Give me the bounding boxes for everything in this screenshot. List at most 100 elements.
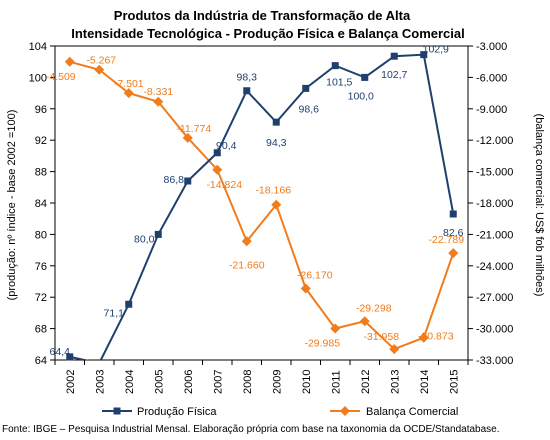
- x-tick-label: 2009: [271, 370, 283, 394]
- x-tick-label: 2006: [183, 370, 195, 394]
- point-balanca: [153, 96, 164, 107]
- data-label-balanca: -30.873: [418, 331, 454, 343]
- y-left-tick-label: 104: [29, 41, 47, 53]
- x-tick-label: 2014: [419, 370, 431, 394]
- data-label-balanca: -18.166: [255, 185, 291, 197]
- y-right-tick-label: -27.000: [476, 292, 513, 304]
- y-right-tick-label: -9.000: [476, 104, 507, 116]
- point-producao: [390, 52, 398, 60]
- legend-label-balanca: Balança Comercial: [366, 406, 458, 418]
- y-left-tick-label: 80: [35, 229, 47, 241]
- y-right-tick-label: -30.000: [476, 324, 513, 336]
- y-right-tick-label: -15.000: [476, 167, 513, 179]
- data-label-balanca: -4.509: [46, 71, 76, 83]
- data-label-balanca: -14.824: [206, 179, 242, 191]
- point-balanca: [448, 248, 459, 259]
- point-balanca: [94, 64, 105, 75]
- point-producao: [213, 149, 221, 157]
- point-producao: [331, 62, 339, 70]
- data-label-producao: 98,3: [237, 72, 258, 84]
- x-tick-label: 2003: [94, 370, 106, 394]
- data-label-producao: 90,4: [216, 140, 237, 152]
- x-axis: 2002 2003 2004 2005 2006 2007 2008 2009 2010 2011…: [54, 360, 469, 394]
- series-line-producao: [69, 53, 455, 360]
- chart-title: Produtos da Indústria de Transformação d…: [114, 8, 411, 23]
- legend-marker-producao: [113, 407, 121, 415]
- y-left-tick-label: 92: [35, 135, 47, 147]
- x-tick-label: 2015: [448, 370, 460, 394]
- y-left-tick-label: 64: [35, 355, 47, 367]
- data-label-producao: 100,0: [348, 90, 374, 102]
- right-axis: -33.000 -30.000 -27.000 -24.000 -21.000 -18.0…: [468, 41, 513, 367]
- point-balanca: [300, 283, 311, 294]
- data-label-producao: 82,6: [443, 227, 464, 239]
- data-label-balanca: -26.170: [297, 270, 333, 282]
- data-label-producao: 102,7: [381, 69, 407, 81]
- y-right-tick-label: -24.000: [476, 261, 513, 273]
- x-tick-label: 2008: [242, 370, 254, 394]
- data-label-balanca: -11.774: [176, 123, 211, 135]
- y-right-tick-label: -3.000: [476, 41, 507, 53]
- point-balanca: [418, 332, 429, 343]
- y-right-axis-label: (balança comercial: US$ fob milhões): [533, 114, 545, 297]
- source-note: Fonte: IBGE – Pesquisa Industrial Mensal…: [2, 424, 500, 435]
- point-balanca: [271, 199, 282, 210]
- data-label-producao: 98,6: [299, 103, 320, 115]
- data-label-producao: 64,4: [50, 346, 71, 358]
- y-left-axis-label: (produção: nº índice - base 2002 =100): [6, 110, 18, 301]
- y-left-tick-label: 72: [35, 292, 47, 304]
- data-label-balanca: -29.985: [304, 337, 340, 349]
- point-balanca: [389, 344, 400, 355]
- y-right-tick-label: -33.000: [476, 355, 513, 367]
- point-producao: [449, 210, 457, 218]
- series-layer: [64, 51, 459, 361]
- y-left-tick-label: 100: [29, 72, 47, 84]
- point-balanca: [330, 323, 341, 334]
- data-label-balanca: -8.331: [143, 86, 173, 98]
- point-producao: [184, 177, 192, 185]
- data-label-balanca: -31.958: [363, 331, 399, 343]
- data-label-producao: 94,3: [266, 137, 287, 149]
- point-producao: [66, 353, 74, 361]
- data-label-balanca: -7.501: [114, 78, 144, 90]
- point-producao: [243, 87, 251, 95]
- x-tick-label: 2012: [360, 370, 372, 394]
- legend-label-producao: Produção Física: [137, 406, 217, 418]
- x-tick-label: 2011: [330, 370, 342, 394]
- y-right-tick-label: -12.000: [476, 135, 513, 147]
- point-balanca: [241, 236, 252, 247]
- point-producao: [272, 118, 280, 126]
- data-label-producao: 71,1: [104, 307, 125, 319]
- x-tick-label: 2013: [389, 370, 401, 394]
- x-tick-label: 2002: [65, 370, 77, 394]
- y-right-tick-label: -21.000: [476, 229, 513, 241]
- x-tick-label: 2007: [212, 370, 224, 394]
- y-left-tick-label: 76: [35, 261, 47, 273]
- data-labels: 64,4 71,1 80,0 86,8 90,4 98,3 94,3 98,6 101,5100…: [46, 44, 464, 358]
- x-tick-label: 2004: [124, 370, 136, 394]
- point-balanca: [123, 88, 134, 99]
- point-producao: [154, 230, 162, 238]
- point-producao: [302, 84, 310, 92]
- data-label-producao: 102,9: [423, 44, 449, 56]
- point-balanca: [212, 164, 223, 175]
- point-producao: [361, 73, 369, 81]
- left-axis: 64 68 72 76 80 84 88 92 96 100 104: [29, 41, 55, 367]
- point-producao: [125, 300, 133, 308]
- legend-marker-balanca: [340, 406, 350, 416]
- y-left-tick-label: 96: [35, 104, 47, 116]
- x-tick-label: 2010: [301, 370, 313, 394]
- data-label-balanca: -21.660: [229, 259, 265, 271]
- point-balanca: [64, 56, 75, 67]
- series-line-balanca: [69, 60, 455, 351]
- y-left-tick-label: 88: [35, 167, 47, 179]
- point-balanca: [182, 132, 193, 143]
- legend: Produção Física Balança Comercial: [102, 406, 458, 418]
- data-label-producao: 86,8: [164, 174, 185, 186]
- y-left-tick-label: 68: [35, 324, 47, 336]
- y-right-tick-label: -6.000: [476, 72, 507, 84]
- x-tick-label: 2005: [153, 370, 165, 394]
- y-right-tick-label: -18.000: [476, 198, 513, 210]
- data-label-balanca: -22.789: [428, 234, 464, 246]
